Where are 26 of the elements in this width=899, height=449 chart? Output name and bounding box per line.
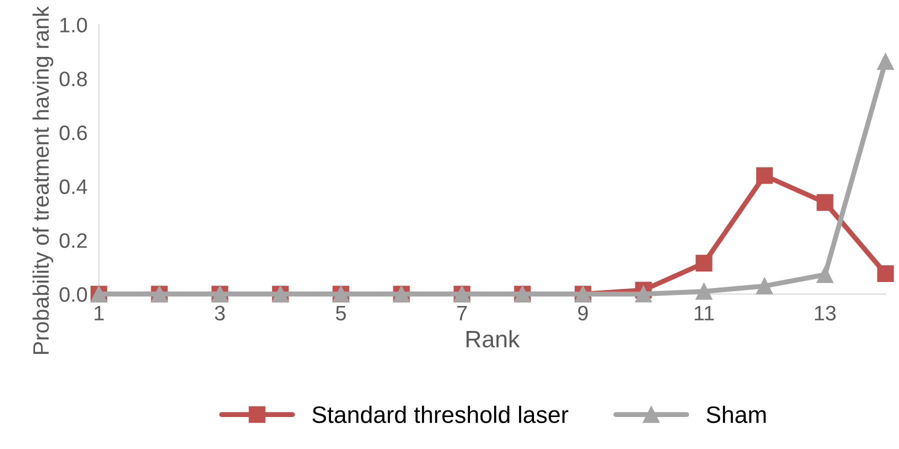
point [635, 286, 652, 302]
x-tick-label: 9 [578, 306, 588, 321]
point [696, 254, 712, 272]
x-axis-title: Rank [466, 330, 520, 348]
point [877, 265, 894, 282]
point [816, 266, 834, 284]
x-tick-label: 13 [815, 306, 836, 321]
y-tick-label: 0.6 [60, 125, 87, 140]
y-tick-label: 0.4 [60, 179, 88, 194]
y-tick-label: 0.8 [60, 72, 87, 86]
point [816, 194, 834, 211]
legend-label: Standard threshold laser [312, 406, 568, 424]
y-axis-title: Probability of treatment having rank [32, 6, 54, 354]
x-tick-label: 7 [457, 306, 467, 320]
x-tick-label: 5 [336, 306, 346, 321]
x-tick-label: 1 [94, 306, 104, 320]
x-tick-label: 11 [694, 306, 714, 320]
y-tick-label: 0.0 [60, 287, 87, 302]
legend-label: Sham [706, 406, 766, 424]
point [696, 283, 712, 300]
x-tick-label: 3 [214, 306, 225, 321]
point [877, 53, 894, 70]
y-tick-label: 0.2 [60, 233, 87, 248]
y-tick-label: 1.0 [60, 18, 87, 32]
point [756, 167, 773, 184]
point [756, 278, 773, 294]
